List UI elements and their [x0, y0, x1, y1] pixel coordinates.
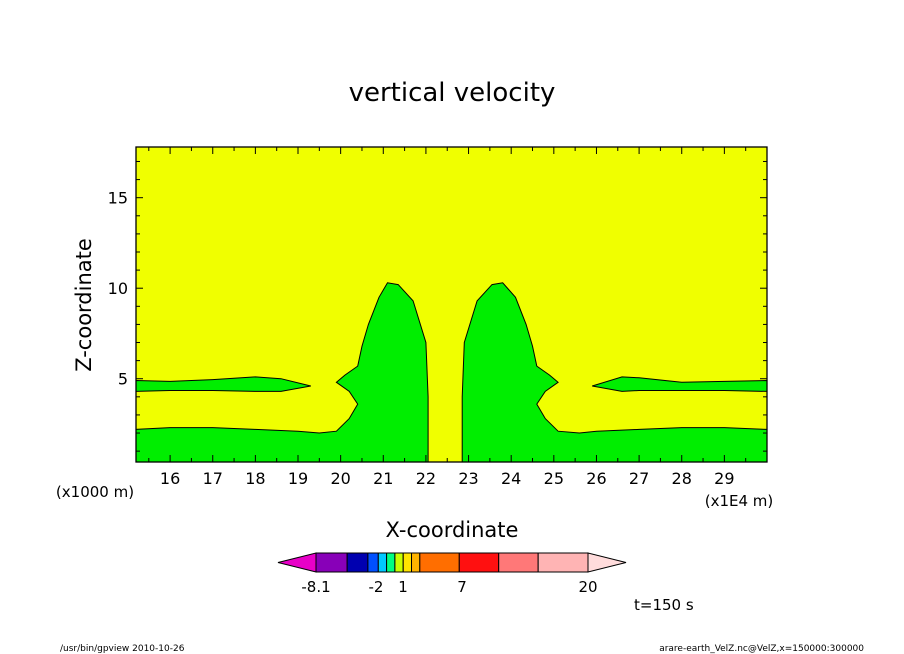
x-tick-label: 23 [458, 469, 478, 488]
colorbar-swatch [394, 552, 404, 573]
x-tick-label: 17 [203, 469, 223, 488]
x-tick-label: 21 [373, 469, 393, 488]
colorbar-label: 20 [578, 578, 597, 596]
colorbar-underflow [277, 552, 317, 573]
colorbar-swatch [537, 552, 589, 573]
x-tick-label: 24 [501, 469, 521, 488]
contour-region-right-layer [461, 282, 768, 463]
x-tick-label: 26 [586, 469, 606, 488]
y-tick-label: 15 [108, 189, 128, 208]
x-axis-label: X-coordinate [386, 518, 519, 542]
colorbar-swatch [386, 552, 396, 573]
colorbar-swatch [498, 552, 539, 573]
axis-ticks [136, 147, 768, 462]
contour-region-right-stripe [592, 376, 768, 392]
y-tick-label: 5 [118, 370, 128, 389]
x-tick-label: 25 [544, 469, 564, 488]
x-tick-label: 18 [245, 469, 265, 488]
x-tick-label: 22 [416, 469, 436, 488]
colorbar-labels: -8.1 -2 1 7 20 [301, 578, 597, 596]
x-tick-labels: 16 17 18 19 20 21 22 23 24 25 26 27 28 29 [160, 469, 735, 488]
contour-region-left-stripe [135, 376, 311, 392]
x-tick-label: 16 [160, 469, 180, 488]
x-tick-label: 29 [714, 469, 734, 488]
colorbar-swatch [458, 552, 500, 573]
colorbar-swatch [315, 552, 348, 573]
x-axis-unit: (x1E4 m) [705, 492, 774, 510]
colorbar-label: 1 [398, 578, 408, 596]
colorbar [277, 552, 627, 573]
y-tick-label: 10 [108, 279, 128, 298]
x-tick-label: 27 [629, 469, 649, 488]
x-tick-label: 28 [672, 469, 692, 488]
y-axis-unit: (x1000 m) [56, 483, 134, 501]
time-label: t=150 s [634, 596, 694, 614]
colorbar-swatch [411, 552, 421, 573]
colorbar-swatch [377, 552, 388, 573]
contour-regions [135, 282, 768, 463]
contour-region-left-layer [135, 282, 429, 463]
plot-frame [135, 146, 768, 463]
colorbar-overflow [587, 552, 627, 573]
colorbar-swatch [346, 552, 369, 573]
colorbar-swatch [402, 552, 413, 573]
y-axis-label: Z-coordinate [72, 238, 96, 372]
footer-left: /usr/bin/gpview 2010-10-26 [60, 644, 185, 654]
x-tick-label: 19 [288, 469, 308, 488]
chart-title: vertical velocity [349, 78, 556, 108]
plot-area [135, 146, 768, 463]
colorbar-label: -2 [369, 578, 384, 596]
colorbar-swatch [367, 552, 379, 573]
colorbar-label: -8.1 [301, 578, 330, 596]
colorbar-swatch [419, 552, 460, 573]
colorbar-label: 7 [457, 578, 467, 596]
plot-background [136, 147, 767, 462]
footer-right: arare-earth_VelZ.nc@VelZ,x=150000:300000 [659, 644, 864, 654]
x-tick-label: 20 [330, 469, 350, 488]
y-tick-labels: 5 10 15 [108, 189, 128, 389]
